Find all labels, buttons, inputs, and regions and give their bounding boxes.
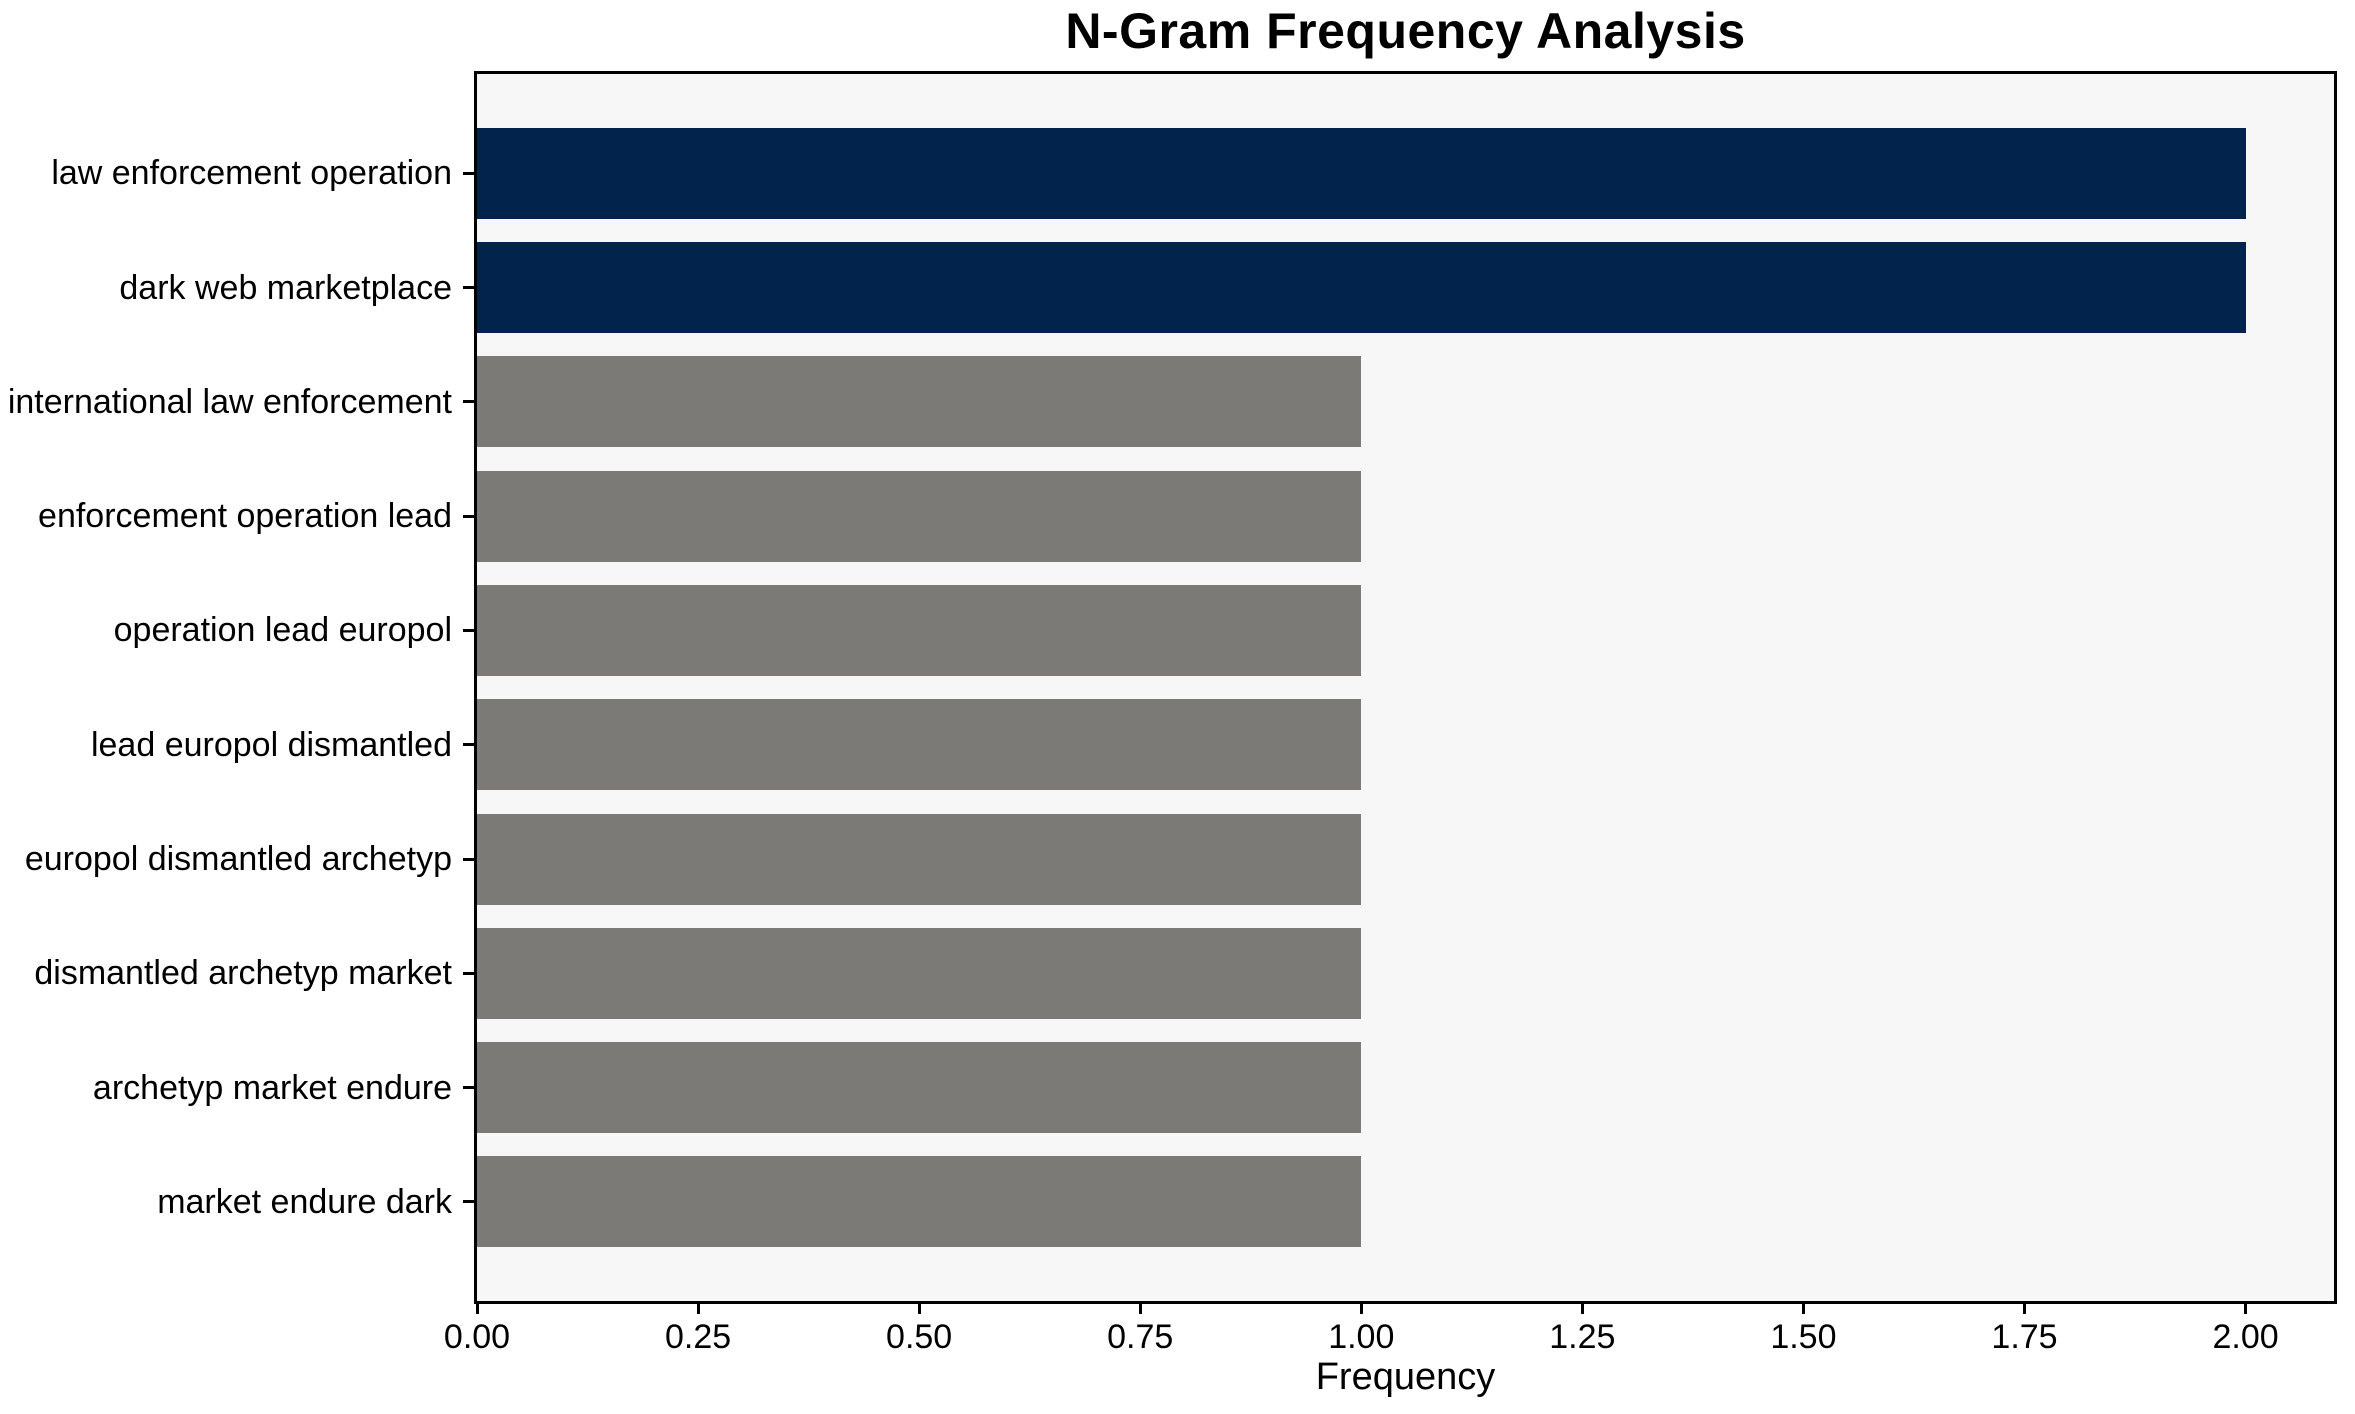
y-axis-labels: law enforcement operation dark web market… bbox=[0, 74, 452, 1301]
y-tick-label-dismantled-archetyp-market: dismantled archetyp market bbox=[34, 954, 452, 993]
chart-title: N-Gram Frequency Analysis bbox=[1065, 3, 1746, 59]
x-tick-label-1.00: 1.00 bbox=[1328, 1318, 1395, 1356]
bar-europol-dismantled-archetyp bbox=[477, 813, 1362, 905]
x-tick-label-2.00: 2.00 bbox=[2212, 1318, 2279, 1356]
x-tick-label-0.75: 0.75 bbox=[1107, 1318, 1174, 1356]
y-tick-mark bbox=[463, 1086, 474, 1090]
x-tick-mark bbox=[696, 1304, 700, 1314]
y-tick-mark bbox=[463, 743, 474, 747]
x-tick-label-0.25: 0.25 bbox=[664, 1318, 732, 1356]
bar-dark-web-marketplace bbox=[477, 242, 2246, 333]
plot-content bbox=[477, 74, 2334, 1301]
x-tick-label-0.50: 0.50 bbox=[886, 1318, 953, 1356]
y-tick-mark bbox=[463, 971, 474, 975]
bar-law-enforcement-operation bbox=[477, 127, 2246, 219]
y-tick-mark bbox=[463, 400, 474, 404]
x-tick-label-1.25: 1.25 bbox=[1549, 1318, 1616, 1356]
y-tick-mark bbox=[463, 1200, 474, 1204]
y-tick-mark bbox=[463, 628, 474, 632]
bar-enforcement-operation-lead bbox=[477, 470, 1362, 562]
x-tick-mark bbox=[2244, 1304, 2248, 1314]
x-tick-mark bbox=[2023, 1304, 2026, 1314]
bar-market-endure-dark bbox=[477, 1156, 1362, 1248]
y-tick-label-law-enforcement-operation: law enforcement operation bbox=[51, 154, 452, 193]
y-tick-mark bbox=[463, 514, 474, 518]
y-tick-mark bbox=[463, 286, 474, 289]
y-tick-label-market-endure-dark: market endure dark bbox=[157, 1182, 452, 1221]
y-tick-label-europol-dismantled-archetyp: europol dismantled archetyp bbox=[24, 840, 452, 878]
y-tick-label-enforcement-operation-lead: enforcement operation lead bbox=[38, 497, 452, 536]
x-axis-label: Frequency bbox=[1315, 1356, 1496, 1398]
bar-lead-europol-dismantled bbox=[477, 699, 1362, 791]
y-tick-label-international-law-enforcement: international law enforcement bbox=[7, 382, 452, 421]
bar-archetyp-market-endure bbox=[477, 1042, 1362, 1134]
plot-area bbox=[474, 71, 2337, 1304]
x-tick-mark bbox=[1359, 1304, 1363, 1314]
x-tick-mark bbox=[1801, 1304, 1805, 1314]
y-tick-label-lead-europol-dismantled: lead europol dismantled bbox=[90, 725, 452, 764]
y-tick-mark bbox=[463, 171, 474, 175]
y-tick-label-dark-web-marketplace: dark web marketplace bbox=[119, 268, 452, 307]
x-tick-label-1.75: 1.75 bbox=[1991, 1318, 2058, 1356]
x-tick-mark bbox=[1138, 1304, 1142, 1314]
x-tick-mark bbox=[917, 1304, 921, 1314]
bar-international-law-enforcement bbox=[477, 356, 1362, 448]
x-tick-mark bbox=[1580, 1304, 1584, 1314]
bar-dismantled-archetyp-market bbox=[477, 927, 1362, 1019]
x-tick-label-0.00: 0.00 bbox=[443, 1318, 511, 1356]
x-tick-label-1.50: 1.50 bbox=[1770, 1318, 1837, 1356]
y-tick-label-archetyp-market-endure: archetyp market endure bbox=[92, 1068, 452, 1107]
bar-operation-lead-europol bbox=[477, 584, 1362, 676]
x-tick-mark bbox=[475, 1304, 479, 1314]
y-tick-mark bbox=[463, 857, 474, 861]
y-tick-label-operation-lead-europol: operation lead europol bbox=[113, 611, 452, 650]
